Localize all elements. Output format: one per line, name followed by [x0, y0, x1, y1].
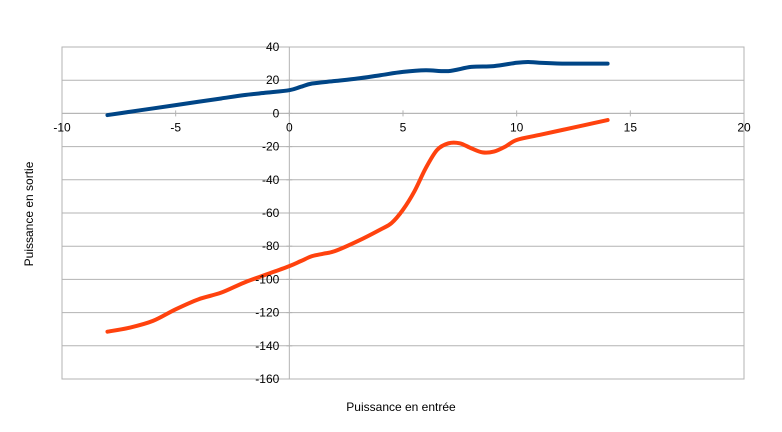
x-axis-title: Puissance en entrée	[346, 400, 456, 414]
y-tick-label: -140	[255, 339, 279, 353]
y-axis-title: Puissance en sortie	[22, 161, 36, 266]
axis-lines	[61, 46, 745, 380]
x-tick-label: 5	[400, 120, 407, 134]
y-tick-labels: 40 20 0 -20 -40 -60 -80 -100 -120 -140 -160	[255, 40, 279, 386]
series-layer	[105, 59, 610, 334]
x-tick-label: 15	[624, 120, 638, 134]
y-tick-label: -80	[262, 239, 280, 253]
y-tick-label: -20	[262, 140, 280, 154]
x-tick-label: 10	[510, 120, 524, 134]
series-line-1	[105, 59, 610, 118]
y-tick-label: -160	[255, 372, 279, 386]
plot-frame	[61, 46, 745, 380]
x-tick-labels: -10 -5 0 5 10 15 20	[53, 120, 751, 134]
x-tick-label: -5	[170, 120, 181, 134]
y-tick-label: 0	[273, 106, 280, 120]
y-tick-label: 20	[266, 73, 280, 87]
y-tick-label: -40	[262, 173, 280, 187]
y-tick-label: -100	[255, 272, 279, 286]
x-tick-label: -10	[53, 120, 71, 134]
y-tick-label: -120	[255, 306, 279, 320]
y-tick-label: 40	[266, 40, 280, 54]
x-tick-label: 20	[737, 120, 751, 134]
series-line-2	[105, 118, 610, 334]
y-tick-label: -60	[262, 206, 280, 220]
x-tick-label: 0	[286, 120, 293, 134]
